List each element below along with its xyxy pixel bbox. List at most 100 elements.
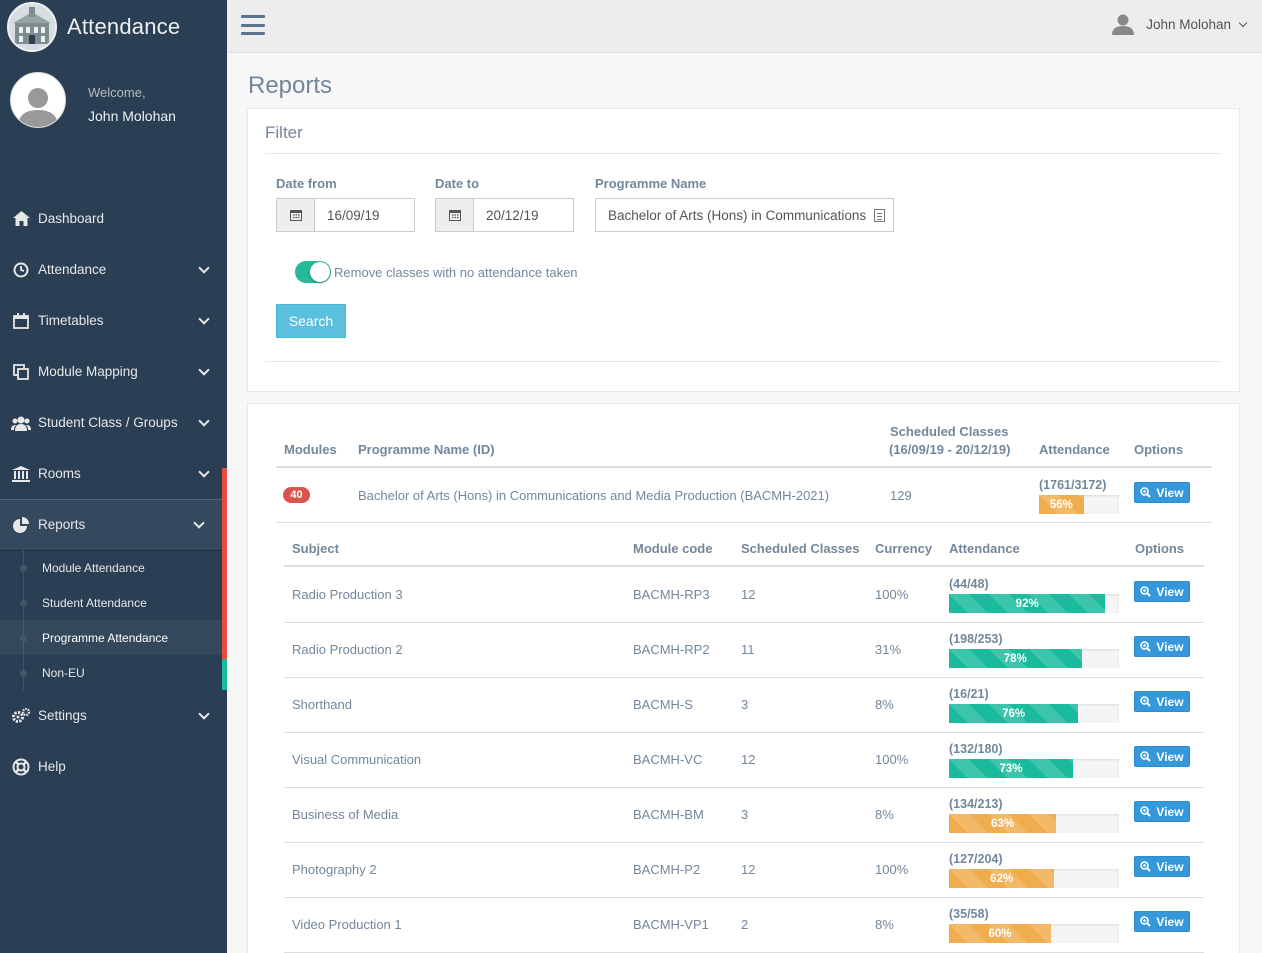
view-module-button[interactable]: View <box>1134 911 1190 932</box>
sidebar-subitem-non-eu[interactable]: Non-EU <box>0 655 222 690</box>
subject-cell: Business of Media <box>292 807 399 822</box>
search-button[interactable]: Search <box>276 304 346 338</box>
programme-name-input[interactable]: Bachelor of Arts (Hons) in Communication… <box>595 198 894 232</box>
currency-cell: 100% <box>875 752 909 767</box>
subject-cell: Radio Production 2 <box>292 642 403 657</box>
col-currency: Currency <box>875 541 933 556</box>
date-from-input[interactable]: 16/09/19 <box>315 199 414 231</box>
row-divider <box>276 522 1212 523</box>
chevron-down-icon <box>198 364 210 376</box>
attendance-progress-fill: 62% <box>949 869 1055 888</box>
view-label: View <box>1156 485 1184 500</box>
sidebar-item-label: Attendance <box>38 262 107 277</box>
sidebar-item-rooms[interactable]: Rooms <box>0 448 227 499</box>
cogs-icon <box>11 706 31 726</box>
date-from-field[interactable]: 16/09/19 <box>276 198 415 232</box>
sidebar-item-reports[interactable]: Reports <box>0 499 227 550</box>
search-plus-icon <box>1140 487 1152 498</box>
col-module-scheduled: Scheduled Classes <box>741 541 860 556</box>
date-to-label: Date to <box>435 176 480 191</box>
sidebar-item-student-groups[interactable]: Student Class / Groups <box>0 397 227 448</box>
list-icon <box>874 209 885 222</box>
sidebar: Attendance Welcome, John Molohan Dashboa… <box>0 0 227 953</box>
chevron-down-icon <box>198 466 210 478</box>
view-module-button[interactable]: View <box>1134 636 1190 657</box>
row-divider <box>284 897 1204 898</box>
calendar-icon[interactable] <box>277 199 315 231</box>
attendance-count: (16/21) <box>949 687 989 701</box>
header-divider <box>276 466 1212 468</box>
attendance-progress-fill: 76% <box>949 704 1079 723</box>
row-divider <box>284 787 1204 788</box>
user-dropdown[interactable]: John Molohan <box>1112 13 1248 35</box>
search-plus-icon <box>1140 586 1152 597</box>
filter-panel: Filter Date from 16/09/19 Date to 20/12/… <box>247 108 1240 392</box>
view-module-button[interactable]: View <box>1134 746 1190 767</box>
scheduled-cell: 3 <box>741 697 749 712</box>
col-module-options: Options <box>1135 541 1185 556</box>
currency-cell: 8% <box>875 697 894 712</box>
welcome-text: Welcome, <box>88 85 146 100</box>
scheduled-cell: 12 <box>741 587 756 602</box>
results-panel: Modules Programme Name (ID) Scheduled Cl… <box>247 403 1240 953</box>
chevron-down-icon <box>198 415 210 427</box>
module-code-cell: BACMH-P2 <box>633 862 701 877</box>
sidebar-subitem-student-attendance[interactable]: Student Attendance <box>0 585 222 620</box>
row-divider <box>284 677 1204 678</box>
remove-empty-toggle[interactable] <box>295 261 331 283</box>
search-plus-icon <box>1140 641 1152 652</box>
scheduled-cell: 11 <box>741 642 755 657</box>
sidebar-item-attendance[interactable]: Attendance <box>0 244 227 295</box>
menu-toggle-icon[interactable] <box>241 15 265 35</box>
view-module-button[interactable]: View <box>1134 581 1190 602</box>
divider <box>265 153 1222 154</box>
sidebar-item-module-mapping[interactable]: Module Mapping <box>0 346 227 397</box>
view-label: View <box>1156 694 1184 709</box>
brand[interactable]: Attendance <box>0 0 227 53</box>
sidebar-subitem-programme-attendance[interactable]: Programme Attendance <box>0 620 222 655</box>
divider <box>265 361 1222 362</box>
scheduled-cell: 3 <box>741 807 749 822</box>
attendance-progress: 73% <box>949 759 1119 778</box>
sidebar-subitem-module-attendance[interactable]: Module Attendance <box>0 550 222 585</box>
view-programme-button[interactable]: View <box>1134 482 1190 503</box>
view-label: View <box>1156 639 1184 654</box>
users-icon <box>11 413 31 433</box>
search-plus-icon <box>1140 751 1152 762</box>
view-module-button[interactable]: View <box>1134 691 1190 712</box>
top-navbar: John Molohan <box>227 0 1262 53</box>
toggle-label: Remove classes with no attendance taken <box>334 265 578 280</box>
chevron-down-icon <box>1238 18 1248 27</box>
calendar-icon[interactable] <box>436 199 474 231</box>
view-module-button[interactable]: View <box>1134 856 1190 877</box>
date-to-input[interactable]: 20/12/19 <box>474 199 573 231</box>
date-to-field[interactable]: 20/12/19 <box>435 198 574 232</box>
sidebar-item-timetables[interactable]: Timetables <box>0 295 227 346</box>
date-from-label: Date from <box>276 176 337 191</box>
search-plus-icon <box>1140 916 1152 927</box>
sidebar-item-label: Reports <box>38 517 86 532</box>
user-name: John Molohan <box>1146 16 1231 32</box>
clone-icon <box>11 362 31 382</box>
currency-cell: 100% <box>875 862 909 877</box>
attendance-progress-fill: 73% <box>949 759 1074 778</box>
chevron-down-icon <box>198 313 210 325</box>
search-plus-icon <box>1140 861 1152 872</box>
sidebar-item-help[interactable]: Help <box>0 741 227 792</box>
life-ring-icon <box>11 757 31 777</box>
module-code-cell: BACMH-VP1 <box>633 917 709 932</box>
calendar-icon <box>11 311 31 331</box>
attendance-progress-fill: 78% <box>949 649 1082 668</box>
sidebar-item-settings[interactable]: Settings <box>0 690 227 741</box>
attendance-progress: 56% <box>1039 495 1119 514</box>
attendance-count: (44/48) <box>949 577 989 591</box>
sidebar-item-label: Settings <box>38 708 87 723</box>
subject-cell: Shorthand <box>292 697 352 712</box>
sidebar-item-dashboard[interactable]: Dashboard <box>0 193 227 244</box>
subject-cell: Radio Production 3 <box>292 587 403 602</box>
view-label: View <box>1156 859 1184 874</box>
module-code-cell: BACMH-RP3 <box>633 587 710 602</box>
view-module-button[interactable]: View <box>1134 801 1190 822</box>
currency-cell: 31% <box>875 642 902 657</box>
module-code-cell: BACMH-S <box>633 697 693 712</box>
